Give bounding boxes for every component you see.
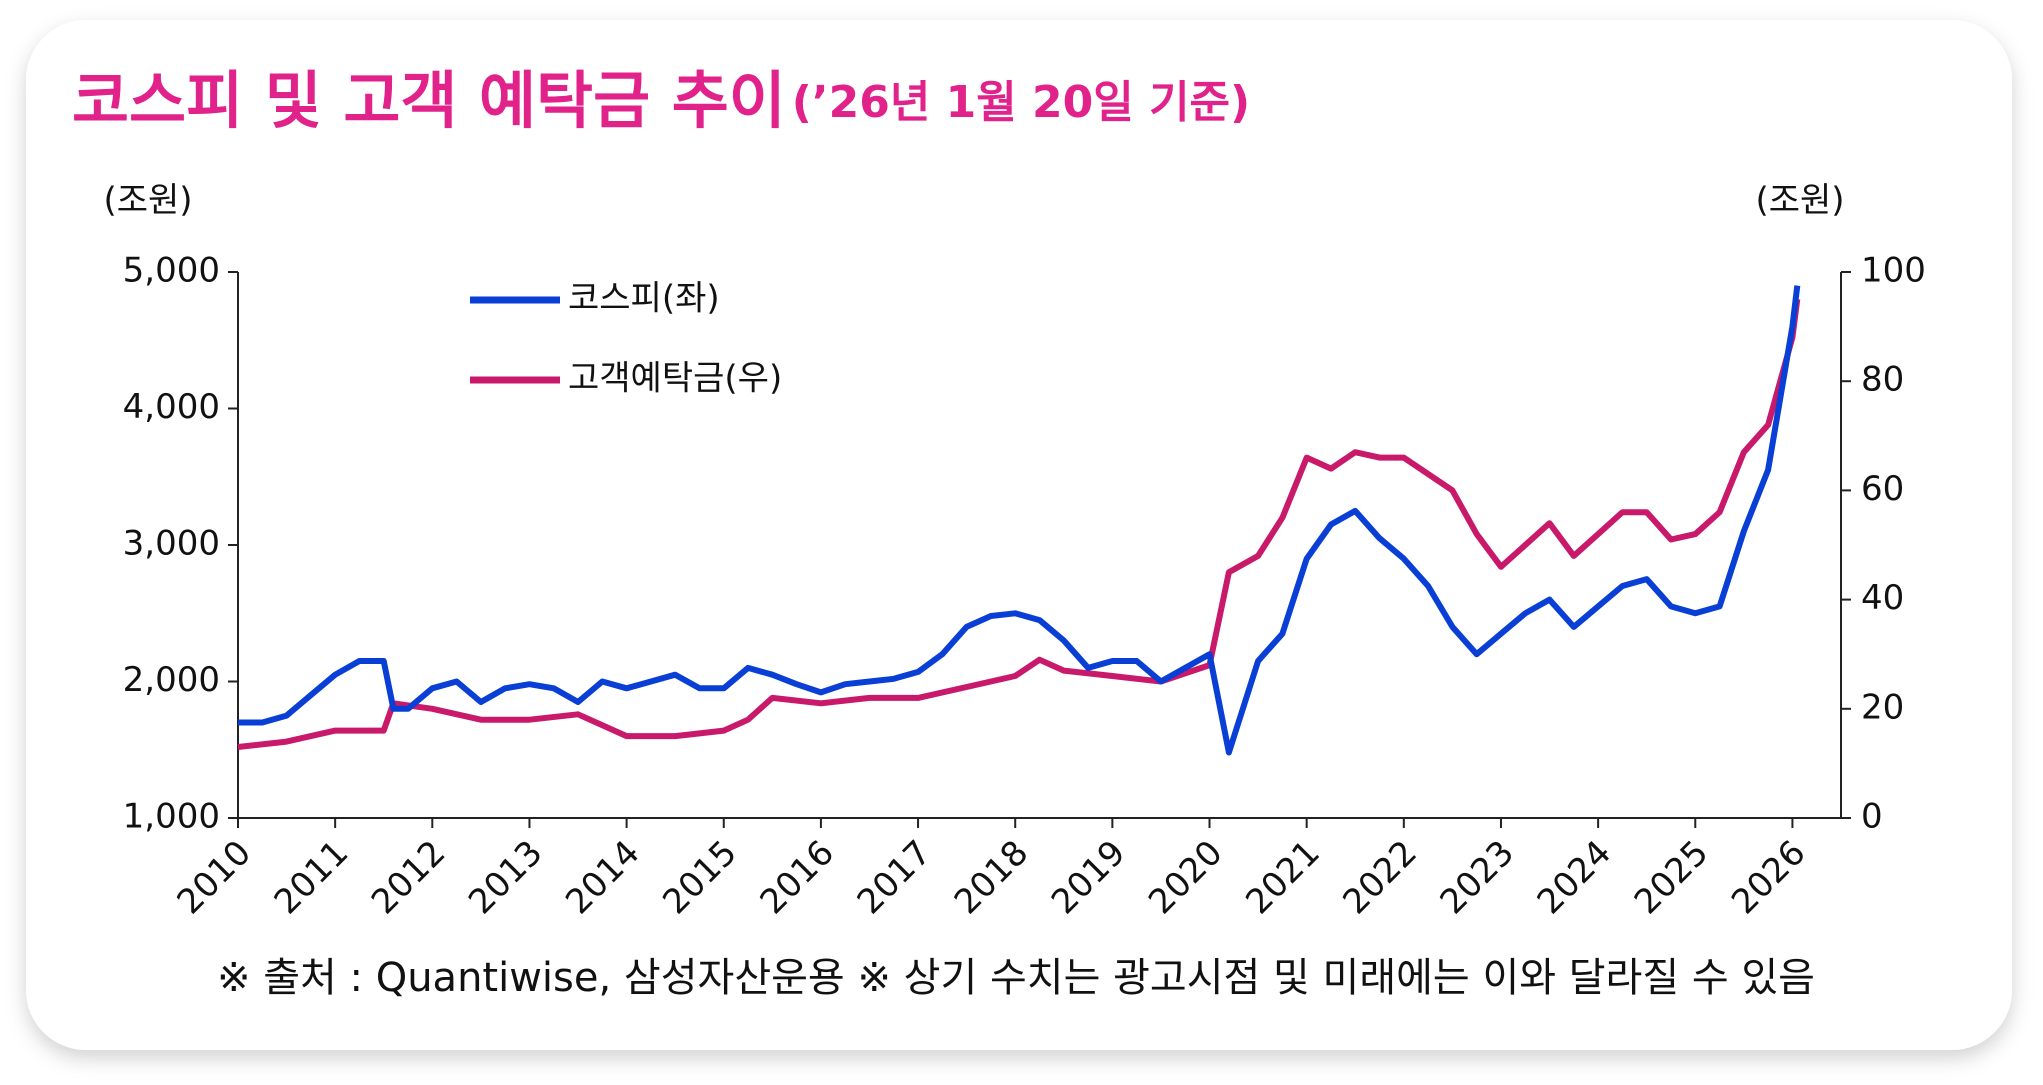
y-tick-label: 1,000 bbox=[123, 797, 220, 837]
y2-unit: (조원) bbox=[1755, 181, 1844, 221]
y-tick-label: 2,000 bbox=[123, 660, 220, 700]
card bbox=[26, 20, 2012, 1050]
legend-label: 고객예탁금(우) bbox=[568, 359, 782, 399]
chart-title: 코스피 및 고객 예탁금 추이 (’26년 1월 20일 기준) bbox=[72, 64, 1250, 137]
y2-tick-label: 0 bbox=[1861, 797, 1883, 837]
y2-tick-label: 80 bbox=[1861, 360, 1904, 400]
y2-tick-label: 40 bbox=[1861, 578, 1904, 618]
legend-label: 코스피(좌) bbox=[568, 279, 720, 319]
y-unit: (조원) bbox=[103, 181, 192, 221]
title: 코스피 및 고객 예탁금 추이 bbox=[72, 64, 786, 137]
y2-tick-label: 20 bbox=[1861, 687, 1904, 727]
subtitle: (’26년 1월 20일 기준) bbox=[792, 77, 1250, 128]
note: ※ 출처 : Quantiwise, 삼성자산운용 ※ 상기 수치는 광고시점 … bbox=[217, 955, 1815, 1001]
y2-tick-label: 60 bbox=[1861, 469, 1904, 509]
series-line bbox=[238, 285, 1801, 756]
y-tick-label: 5,000 bbox=[123, 251, 220, 291]
y-tick-label: 4,000 bbox=[123, 387, 220, 427]
y-tick-label: 3,000 bbox=[123, 524, 220, 564]
y2-tick-label: 100 bbox=[1861, 251, 1926, 291]
series-line bbox=[237, 298, 1801, 750]
